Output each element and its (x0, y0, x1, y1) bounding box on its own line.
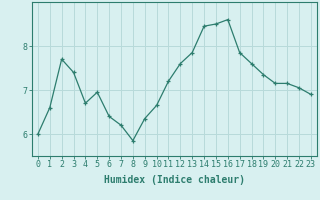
X-axis label: Humidex (Indice chaleur): Humidex (Indice chaleur) (104, 175, 245, 185)
